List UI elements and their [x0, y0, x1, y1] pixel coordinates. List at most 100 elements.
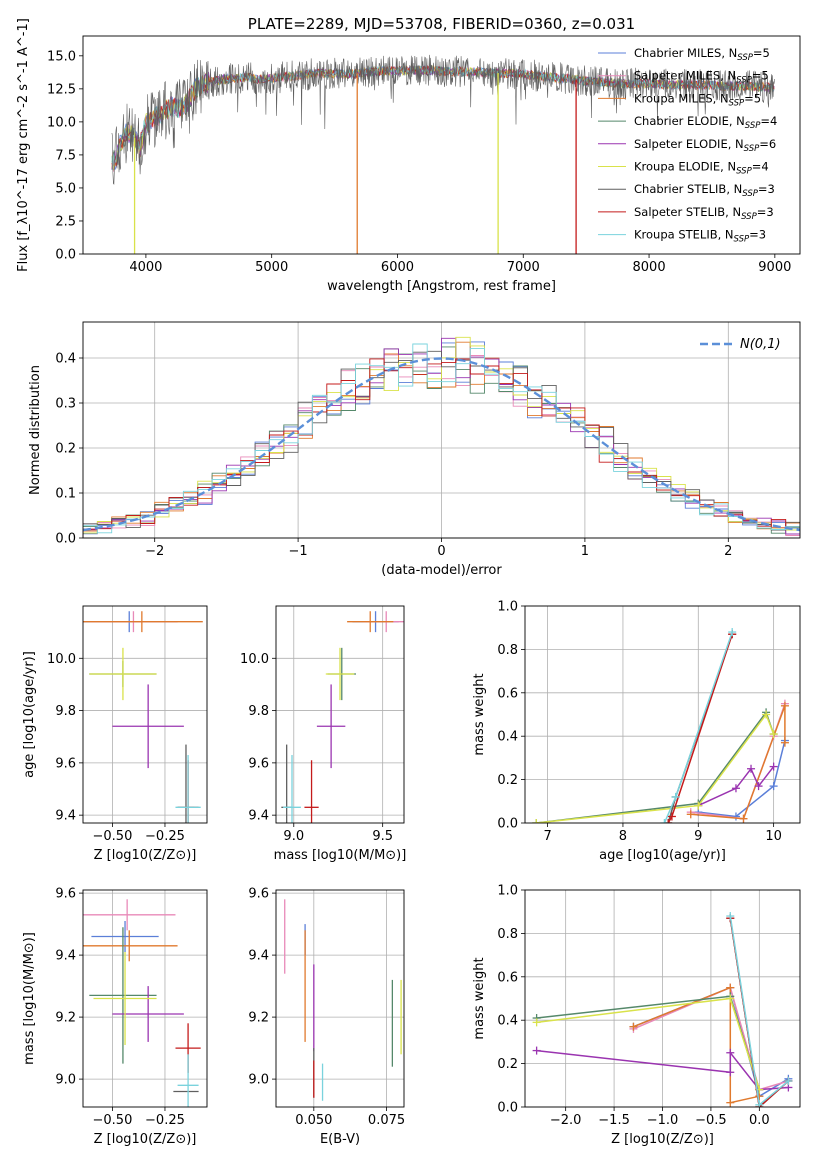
y-tick-label: 9.8: [55, 704, 76, 719]
mass_vs_ebv-panel: 0.050 0.075 9.0 9.2 9.4 9.6 E(B-V): [248, 887, 405, 1147]
x-tick-label: −1: [289, 544, 308, 559]
x-tick-label: −2: [145, 544, 164, 559]
y-tick-label: 9.6: [248, 756, 269, 771]
y-tick-label: 12.5: [47, 82, 76, 97]
histogram-lines: [83, 336, 800, 538]
legend-label: Kroupa STELIB, NSSP=3: [634, 228, 766, 245]
y-tick-label: 9.0: [248, 1073, 269, 1088]
x-axis-label: Z [log10(Z/Z⊙)]: [94, 848, 197, 863]
x-tick-label: −1.5: [598, 1113, 630, 1128]
error-bars: [281, 611, 404, 823]
x-axis-label: (data-model)/error: [381, 563, 502, 578]
series-line: [690, 705, 786, 820]
x-tick-label: 2: [724, 544, 732, 559]
axes-frame: [275, 889, 405, 1108]
weight-lines: [532, 912, 793, 1107]
y-tick-label: 0.3: [55, 397, 76, 412]
y-axis-label: mass [log10(M/M⊙)]: [22, 932, 37, 1065]
x-axis-label: mass [log10(M/M⊙)]: [274, 848, 407, 863]
y-tick-label: 0.0: [497, 817, 518, 832]
y-tick-label: 9.4: [55, 949, 76, 964]
y-tick-label: 9.4: [55, 809, 76, 824]
x-tick-label: −0.5: [695, 1113, 727, 1128]
axes-frame: [82, 889, 208, 1108]
x-tick-label: 9.0: [283, 829, 304, 844]
legend: N(0,1): [700, 337, 781, 352]
error-bars: [83, 611, 203, 823]
y-tick-label: 0.4: [497, 730, 518, 745]
legend-label: Kroupa ELODIE, NSSP=4: [634, 160, 769, 177]
x-axis-label: age [log10(age/yr)]: [599, 848, 726, 863]
axes-frame: [275, 605, 405, 824]
y-tick-label: 0.0: [497, 1101, 518, 1116]
error-bars: [83, 899, 201, 1107]
y-tick-label: 9.4: [248, 809, 269, 824]
series-line: [536, 710, 775, 823]
axes-frame: [82, 605, 208, 824]
y-tick-label: 10.0: [240, 652, 269, 667]
y-tick-label: 0.1: [55, 487, 76, 502]
residuals-panel: −2 −1 0 1 2 0.0 0.1 0.2 0.3 0.4 (data-model)/error…: [28, 321, 801, 578]
age_vs_mass-panel: 9.0 9.5 9.4 9.6 9.8 10.0 mass [log10(M/M⊙)]: [240, 605, 407, 863]
series-line: [698, 740, 786, 818]
x-axis-label: E(B-V): [320, 1132, 360, 1147]
y-axis-label: Normed distribution: [28, 365, 43, 495]
x-tick-label: −2.0: [550, 1113, 582, 1128]
y-tick-label: 0.4: [55, 352, 76, 367]
x-tick-label: 0: [437, 544, 445, 559]
y-tick-label: 0.2: [497, 773, 518, 788]
x-tick-label: 7: [543, 829, 551, 844]
y-tick-label: 9.0: [55, 1073, 76, 1088]
y-tick-label: 9.8: [248, 704, 269, 719]
y-tick-label: 10.0: [47, 115, 76, 130]
observed-spectrum: [111, 54, 775, 185]
x-tick-label: 10: [765, 829, 782, 844]
spectrum-lines: [111, 54, 775, 254]
y-tick-label: 9.2: [248, 1011, 269, 1026]
series-line: [536, 995, 761, 1090]
y-tick-label: 7.5: [55, 148, 76, 163]
spectrum-panel: 4000 5000 6000 7000 8000 9000 0.0 2.5 5.0 7.5 10.0…: [16, 15, 801, 294]
axes-frame: [524, 889, 801, 1108]
legend-label: Kroupa MILES, NSSP=5: [634, 91, 761, 108]
legend-label: Chabrier MILES, NSSP=5: [634, 46, 770, 63]
error-bars: [284, 899, 402, 1101]
x-tick-label: 0.050: [295, 1113, 332, 1128]
y-tick-label: 0.6: [497, 686, 518, 701]
x-tick-label: −0.50: [93, 1113, 133, 1128]
y-tick-label: 0.4: [497, 1014, 518, 1029]
y-tick-label: 15.0: [47, 49, 76, 64]
x-tick-label: 6000: [381, 260, 414, 275]
y-tick-label: 9.4: [248, 949, 269, 964]
mass_vs_Z-panel: −0.50 −0.25 9.0 9.2 9.4 9.6 Z [log10(Z/Z⊙)] mas…: [22, 887, 208, 1147]
x-tick-label: 9: [694, 829, 702, 844]
y-tick-label: 0.0: [55, 532, 76, 547]
axes-frame: [82, 321, 801, 539]
x-tick-label: −0.25: [145, 829, 185, 844]
y-tick-label: 0.8: [497, 927, 518, 942]
series-line: [690, 703, 786, 820]
x-axis-label: wavelength [Angstrom, rest frame]: [327, 279, 556, 294]
x-tick-label: 0.0: [749, 1113, 770, 1128]
x-tick-label: −0.50: [93, 829, 133, 844]
y-axis-label: age [log10(age/yr)]: [22, 651, 37, 778]
y-axis-label: Flux [f_λ10^-17 erg cm^-2 s^-1 A^-1]: [16, 18, 31, 272]
series-line: [536, 997, 761, 1090]
y-tick-label: 0.0: [55, 248, 76, 263]
x-tick-label: 8000: [633, 260, 666, 275]
y-tick-label: 0.2: [497, 1057, 518, 1072]
age_vs_Z-panel: −0.50 −0.25 9.4 9.6 9.8 10.0 Z [log10(Z/Z⊙)] ag…: [22, 605, 208, 863]
histogram-step: [83, 343, 800, 534]
legend-label: Chabrier STELIB, NSSP=3: [634, 182, 775, 199]
x-tick-label: 9000: [758, 260, 791, 275]
y-tick-label: 5.0: [55, 181, 76, 196]
legend-label: N(0,1): [740, 337, 781, 352]
x-tick-label: 9.5: [372, 829, 393, 844]
axes-frame: [524, 605, 801, 824]
y-tick-label: 9.6: [55, 756, 76, 771]
y-tick-label: 0.8: [497, 643, 518, 658]
y-axis-label: mass weight: [472, 957, 487, 1039]
y-tick-label: 9.6: [248, 887, 269, 902]
y-axis-label: mass weight: [472, 673, 487, 755]
